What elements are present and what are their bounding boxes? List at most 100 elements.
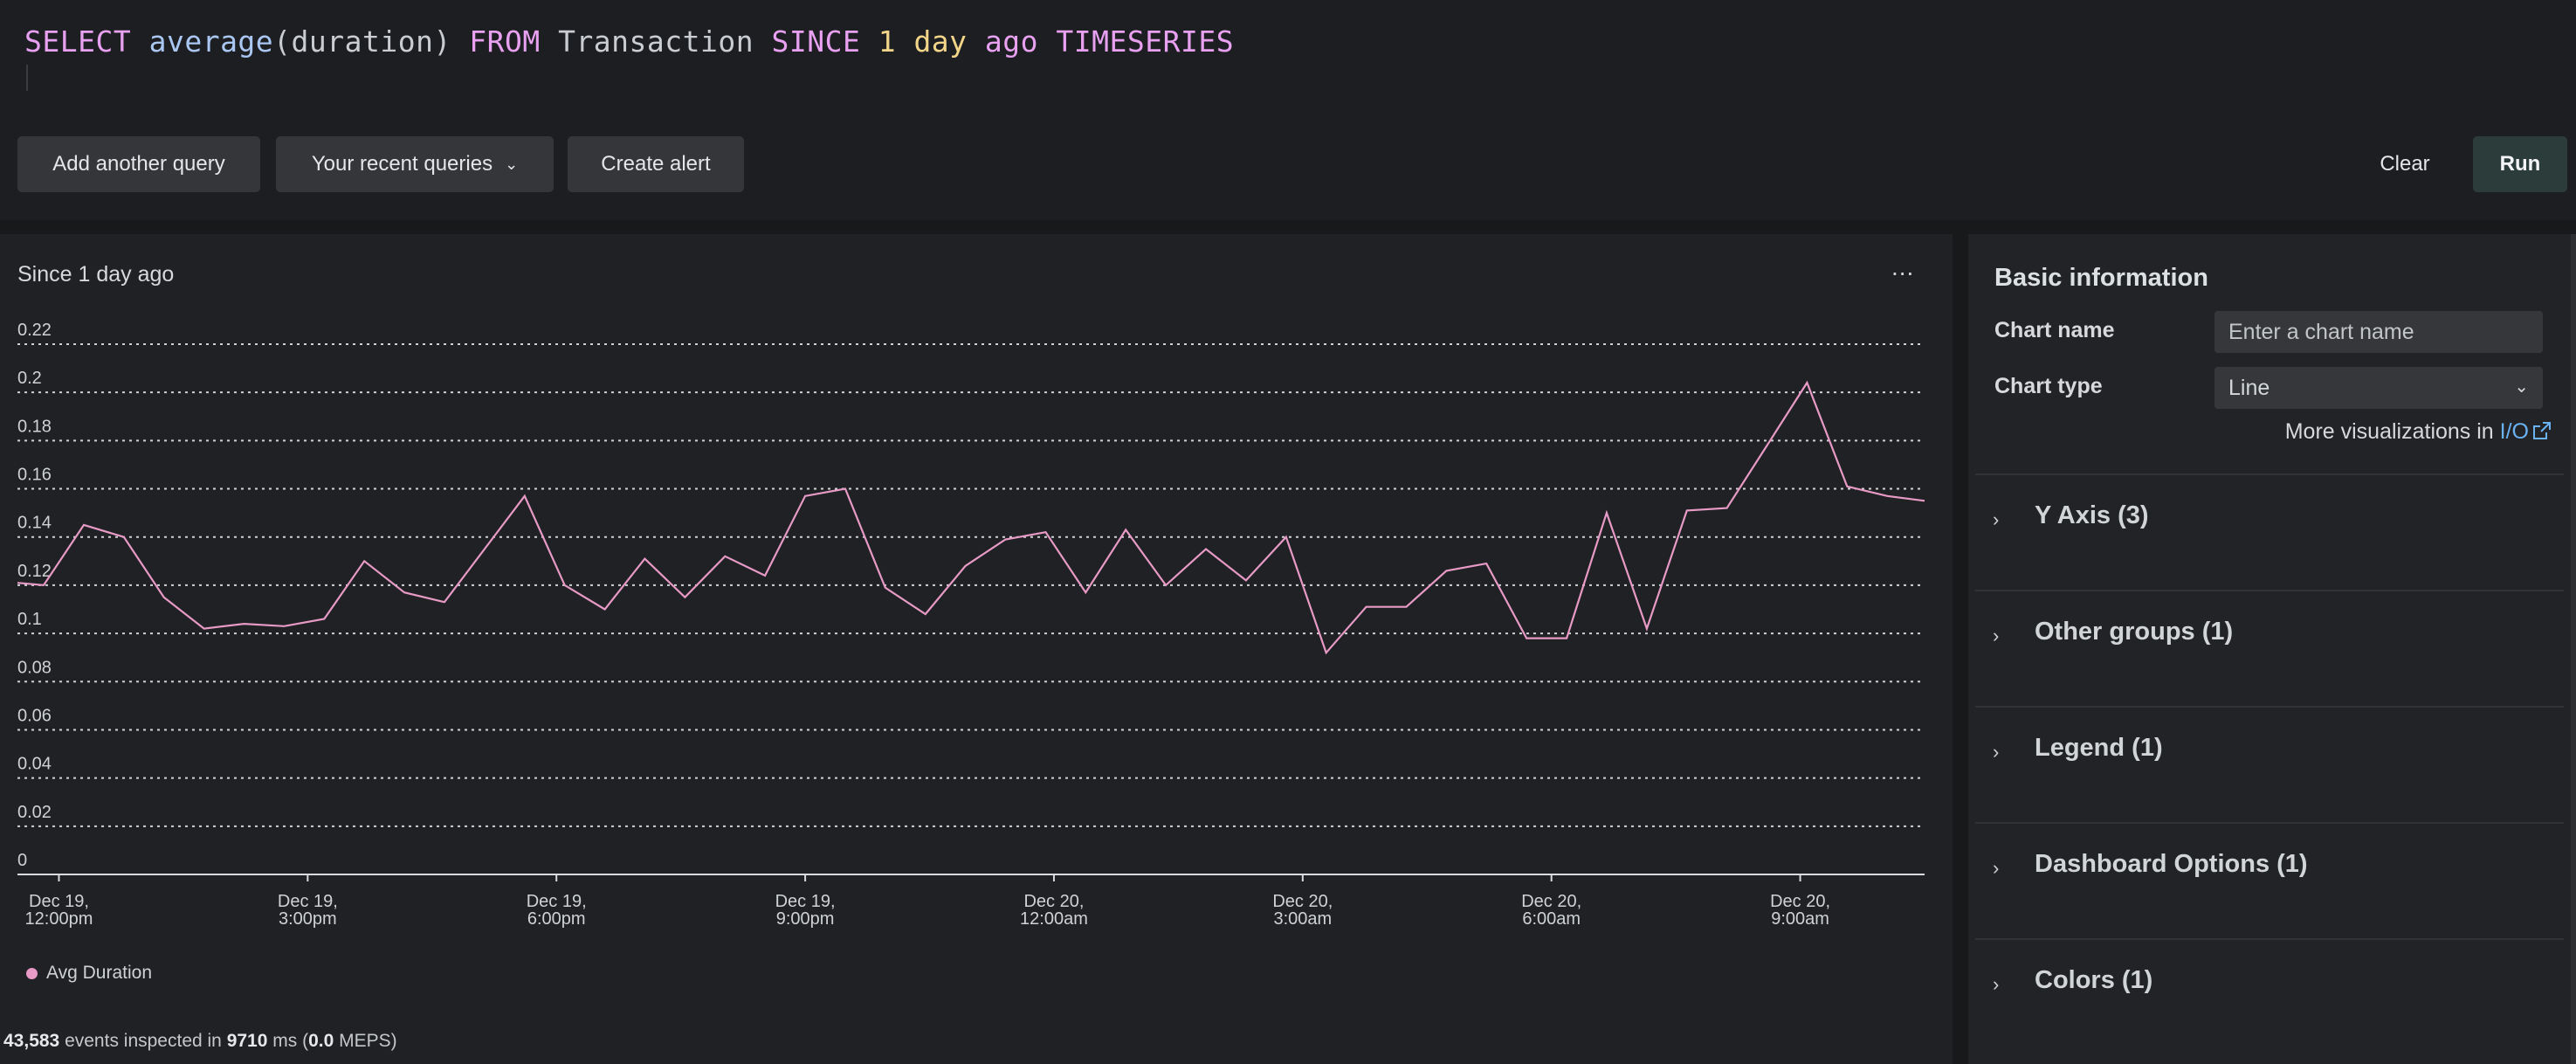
- chart-legend[interactable]: Avg Duration: [26, 963, 152, 984]
- section-dashboard-options[interactable]: › Dashboard Options (1): [1975, 822, 2564, 940]
- section-y-axis[interactable]: › Y Axis (3): [1975, 473, 2564, 591]
- section-label: Legend (1): [2035, 734, 2163, 762]
- x-tick-label: Dec 20,: [1770, 892, 1830, 911]
- query-token: FROM: [469, 24, 541, 59]
- y-tick-label: 0.06: [17, 706, 52, 725]
- query-token: SELECT: [24, 24, 132, 59]
- nrql-query-text[interactable]: SELECT average(duration) FROM Transactio…: [24, 24, 1234, 59]
- query-token: [131, 24, 148, 59]
- y-tick-label: 0.02: [17, 803, 52, 822]
- create-alert-button[interactable]: Create alert: [568, 136, 744, 192]
- chevron-right-icon: ›: [1993, 508, 2000, 530]
- panel-divider: [0, 220, 2576, 234]
- section-legend[interactable]: › Legend (1): [1975, 706, 2564, 824]
- chart-panel: 0 0.02 0.04 0.06 0.08 0.1 0.12 0.14 0.16 0.18 0.2 0…: [0, 234, 1953, 1064]
- x-tick-label: 12:00am: [1020, 909, 1088, 929]
- x-tick-label: 6:00pm: [527, 909, 586, 929]
- section-label: Dashboard Options (1): [2035, 850, 2308, 878]
- chevron-right-icon: ›: [1993, 625, 2000, 646]
- y-tick-label: 0.12: [17, 562, 52, 581]
- y-tick-label: 0.14: [17, 514, 52, 533]
- x-tick-label: 9:00pm: [776, 909, 835, 929]
- x-tick-label: Dec 20,: [1521, 892, 1581, 911]
- query-token: [860, 24, 878, 59]
- chevron-right-icon: ›: [1993, 857, 2000, 879]
- x-tick-label: 9:00am: [1771, 909, 1829, 929]
- chevron-right-icon: ›: [1993, 741, 2000, 763]
- run-button[interactable]: Run: [2473, 136, 2567, 192]
- section-colors[interactable]: › Colors (1): [1975, 938, 2564, 1056]
- y-tick-label: 0.16: [17, 466, 52, 485]
- chart-type-label: Chart type: [1994, 374, 2103, 398]
- y-tick-label: 0.22: [17, 321, 52, 340]
- line-chart[interactable]: 0 0.02 0.04 0.06 0.08 0.1 0.12 0.14 0.16 0.18 0.2 0…: [0, 234, 1953, 1003]
- x-tick-label: Dec 20,: [1023, 892, 1084, 911]
- query-token: TIMESERIES: [1056, 24, 1235, 59]
- io-link-text[interactable]: I/O: [2499, 419, 2529, 444]
- chevron-down-icon: ⌄: [505, 155, 519, 173]
- clear-button[interactable]: Clear: [2358, 136, 2452, 192]
- query-toolbar: Add another query Your recent queries ⌄ …: [0, 136, 2576, 194]
- chart-type-select[interactable]: Line ⌄: [2214, 367, 2543, 409]
- add-another-query-label: Add another query: [52, 152, 225, 176]
- section-other-groups[interactable]: › Other groups (1): [1975, 590, 2564, 708]
- y-tick-label: 0.1: [17, 610, 42, 629]
- chart-more-options-icon[interactable]: ...: [1891, 253, 1915, 280]
- add-another-query-button[interactable]: Add another query: [17, 136, 260, 192]
- section-label: Colors (1): [2035, 966, 2153, 994]
- x-tick-label: Dec 20,: [1272, 892, 1333, 911]
- section-label: Y Axis (3): [2035, 501, 2149, 529]
- y-tick-label: 0.18: [17, 417, 52, 436]
- query-token: [1038, 24, 1056, 59]
- query-token: (duration): [273, 24, 470, 59]
- x-tick-label: Dec 19,: [29, 892, 89, 911]
- chart-name-input[interactable]: [2228, 319, 2543, 345]
- query-token: SINCE: [771, 24, 861, 59]
- query-token: [968, 24, 985, 59]
- meps-value: 0.0: [308, 1031, 334, 1051]
- section-label: Other groups (1): [2035, 618, 2234, 646]
- editor-line-marker: [26, 65, 28, 91]
- run-label: Run: [2499, 152, 2541, 176]
- more-visualizations-link[interactable]: More visualizations in I/O: [2285, 419, 2552, 445]
- legend-dot-icon: [26, 967, 38, 979]
- recent-queries-button[interactable]: Your recent queries ⌄: [276, 136, 554, 192]
- x-tick-label: 12:00pm: [25, 909, 93, 929]
- chart-name-label: Chart name: [1994, 318, 2115, 342]
- settings-scrollbar[interactable]: [2571, 234, 2576, 1064]
- chart-gridlines: [17, 343, 1925, 827]
- x-tick-label: 3:00pm: [279, 909, 337, 929]
- chart-type-value: Line: [2228, 375, 2270, 400]
- query-token: average: [148, 24, 274, 59]
- external-link-icon: [2533, 422, 2551, 439]
- events-count: 43,583: [3, 1031, 60, 1051]
- recent-queries-label: Your recent queries: [311, 152, 493, 176]
- query-token: Transaction: [540, 24, 772, 59]
- create-alert-label: Create alert: [601, 152, 711, 176]
- series-line-avg-duration: [17, 380, 1925, 655]
- x-tick-label: 6:00am: [1522, 909, 1581, 929]
- chart-time-range-label: Since 1 day ago: [17, 262, 175, 287]
- query-token: 1 day: [878, 24, 968, 59]
- panel-splitter[interactable]: [1953, 234, 1968, 1064]
- stats-text-3: MEPS): [334, 1031, 397, 1051]
- y-tick-label: 0: [17, 851, 27, 870]
- chevron-down-icon: ⌄: [2514, 377, 2529, 397]
- query-editor[interactable]: SELECT average(duration) FROM Transactio…: [0, 0, 2576, 122]
- stats-text-2: ms (: [267, 1031, 309, 1051]
- legend-label-avg-duration: Avg Duration: [46, 963, 153, 983]
- x-tick-label: 3:00am: [1273, 909, 1332, 929]
- y-tick-label: 0.04: [17, 755, 52, 774]
- x-tick-label: Dec 19,: [278, 892, 338, 911]
- more-visualizations-text: More visualizations in: [2284, 419, 2500, 444]
- x-tick-label: Dec 19,: [775, 892, 836, 911]
- chart-name-field[interactable]: [2214, 311, 2543, 353]
- query-token: ago: [984, 24, 1039, 59]
- x-tick-label: Dec 19,: [527, 892, 587, 911]
- y-tick-label: 0.2: [17, 369, 42, 388]
- stats-text-1: events inspected in: [59, 1031, 227, 1051]
- chevron-right-icon: ›: [1993, 973, 2000, 995]
- chart-settings-panel: Basic information Chart name Chart type …: [1968, 234, 2571, 1064]
- clear-label: Clear: [2380, 152, 2430, 176]
- y-axis-tick-labels: 0 0.02 0.04 0.06 0.08 0.1 0.12 0.14 0.16 0.18 0.2 0…: [17, 321, 52, 870]
